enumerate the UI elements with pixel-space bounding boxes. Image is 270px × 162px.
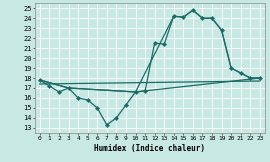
X-axis label: Humidex (Indice chaleur): Humidex (Indice chaleur): [94, 144, 205, 153]
